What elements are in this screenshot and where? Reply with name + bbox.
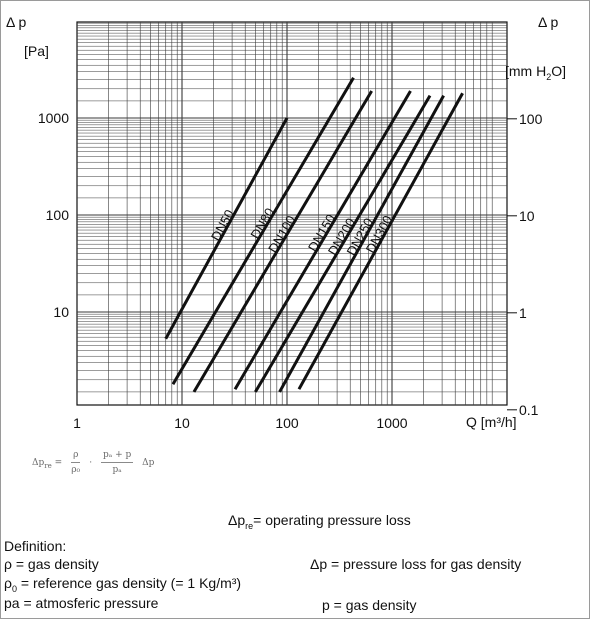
y-right-tick-label: 1 xyxy=(519,305,527,321)
x-tick-label: 10 xyxy=(174,415,190,431)
chart-grid xyxy=(76,21,508,406)
y-right-tick-label: 10 xyxy=(519,208,535,224)
series-line-dn300 xyxy=(297,92,464,390)
y-left-tick-label: 10 xyxy=(53,304,69,320)
right-axis-unit: [mm H2O] xyxy=(505,63,567,82)
definition-pa: pa = atmosferic pressure xyxy=(4,595,159,611)
y-left-tick-label: 100 xyxy=(46,207,70,223)
definition-rho: ρ = gas density xyxy=(4,556,99,572)
series-line-dn250 xyxy=(278,94,445,393)
definition-rho0: ρ0 = reference gas density (= 1 Kg/m³) xyxy=(4,575,242,594)
x-tick-label: 1000 xyxy=(376,415,407,431)
y-left-tick-label: 1000 xyxy=(38,110,69,126)
x-tick-label: 100 xyxy=(275,415,299,431)
series-line-dn50 xyxy=(164,117,289,340)
definition-p: p = gas density xyxy=(322,597,417,613)
series-line-dn150 xyxy=(233,90,412,390)
left-axis-symbol: Δ p xyxy=(6,14,27,30)
series-label-dn50: DN50 xyxy=(208,207,237,243)
plot-border xyxy=(76,21,508,406)
x-tick-label: 1 xyxy=(73,415,81,431)
series-line-dn100 xyxy=(192,90,373,393)
right-axis-symbol: Δ p xyxy=(538,14,559,30)
definition-title: Definition: xyxy=(4,538,67,554)
y-right-tick-label: 0.1 xyxy=(519,402,539,418)
series-line-dn80 xyxy=(171,76,355,385)
x-axis-label: Q [m³/h] xyxy=(466,414,517,430)
left-axis-unit: [Pa] xyxy=(24,43,49,59)
y-right-tick-label: 100 xyxy=(519,111,543,127)
operating-loss-note: Δpre= operating pressure loss xyxy=(228,512,411,531)
definition-delta-p: Δp = pressure loss for gas density xyxy=(310,556,522,572)
pressure-loss-formula: Δpre = ρ ρ₀ · pₐ + p pₐ Δp xyxy=(32,450,155,475)
series-line-dn200 xyxy=(254,94,432,393)
chart-ticks: 1 10 100 1000 10 100 1000 0.1 1 10 100 xyxy=(38,110,543,431)
